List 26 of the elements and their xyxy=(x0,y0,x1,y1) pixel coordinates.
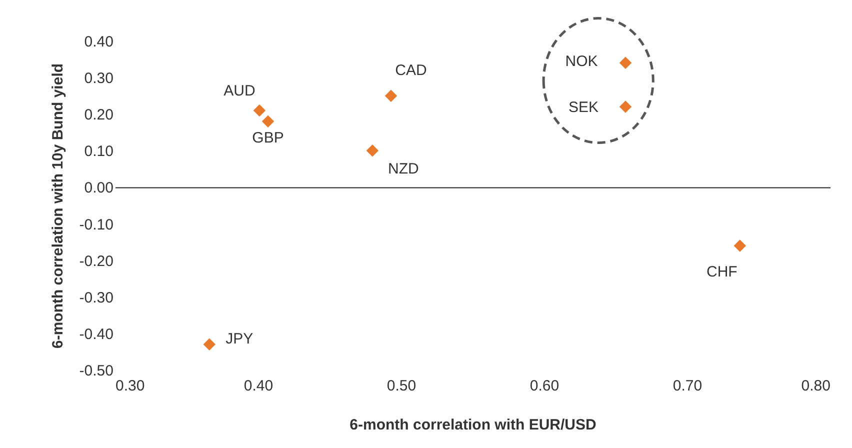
annotation: GBP xyxy=(252,129,284,146)
y-tick-label: -0.40 xyxy=(79,326,114,343)
annotation: CAD xyxy=(395,62,427,79)
x-tick-label: 0.80 xyxy=(801,378,830,394)
x-axis-title: 6-month correlation with EUR/USD xyxy=(350,416,597,434)
y-tick-label: -0.10 xyxy=(79,216,114,234)
x-tick-label: 0.40 xyxy=(244,378,274,394)
annotation: SEK xyxy=(568,98,599,116)
y-tick-label: 0.00 xyxy=(84,180,114,197)
y-tick-label: 0.40 xyxy=(84,34,114,50)
y-axis-title: 6-month correlation with 10y Bund yield xyxy=(49,63,66,349)
y-tick-label: -0.30 xyxy=(79,289,114,306)
annotation: NOK xyxy=(565,52,598,70)
y-tick-label: 0.20 xyxy=(84,106,114,124)
annotation: CHF xyxy=(706,264,738,281)
x-tick-label: 0.60 xyxy=(530,378,560,394)
annotation: NZD xyxy=(388,160,419,178)
y-tick-label: 0.30 xyxy=(84,70,114,88)
x-tick-label: 0.50 xyxy=(386,378,416,394)
x-tick-label: 0.70 xyxy=(672,378,702,394)
annotation: JPY xyxy=(226,330,254,348)
annotation: AUD xyxy=(224,82,256,100)
y-tick-label: -0.50 xyxy=(79,362,114,380)
y-tick-label: -0.20 xyxy=(79,252,114,270)
x-tick-label: 0.30 xyxy=(116,378,145,394)
y-tick-label: 0.10 xyxy=(84,143,114,160)
